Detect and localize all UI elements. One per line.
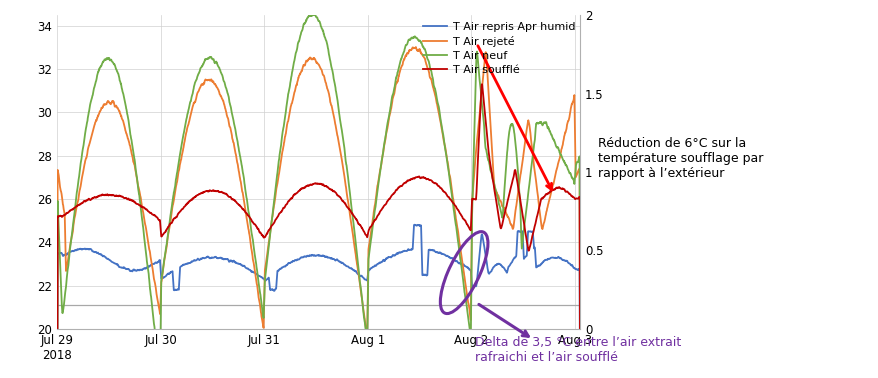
Line: T Air soufflé: T Air soufflé	[57, 84, 579, 378]
T Air repris Apr humid	[409, 222, 420, 227]
T Air neuf	[559, 161, 570, 166]
Text: Réduction de 6°C sur la
température soufflage par
rapport à l’extérieur: Réduction de 6°C sur la température souf…	[597, 137, 762, 180]
T Air repris Apr humid	[306, 253, 316, 257]
T Air repris Apr humid	[464, 267, 474, 272]
T Air neuf	[464, 323, 474, 327]
T Air rejeté	[559, 131, 570, 135]
T Air rejeté	[410, 45, 421, 49]
T Air rejeté	[78, 166, 89, 170]
T Air rejeté	[559, 130, 570, 135]
T Air rejeté	[306, 57, 316, 62]
T Air rejeté	[292, 79, 303, 84]
Text: Delta de 3,5 °C entre l’air extrait
rafraichi et l’air soufflé: Delta de 3,5 °C entre l’air extrait rafr…	[474, 336, 680, 364]
Legend: T Air repris Apr humid, T Air rejeté, T Air neuf, T Air soufflé: T Air repris Apr humid, T Air rejeté, T…	[418, 17, 579, 79]
Line: T Air neuf: T Air neuf	[57, 14, 579, 378]
T Air neuf	[292, 43, 303, 48]
T Air neuf	[559, 161, 570, 165]
T Air repris Apr humid	[559, 259, 570, 263]
T Air neuf	[309, 11, 320, 16]
T Air neuf	[78, 141, 89, 146]
T Air repris Apr humid	[559, 259, 570, 263]
T Air soufflé	[292, 190, 303, 195]
T Air soufflé	[559, 188, 570, 193]
T Air repris Apr humid	[78, 247, 89, 251]
T Air soufflé	[476, 82, 486, 87]
T Air repris Apr humid	[292, 257, 303, 262]
Line: T Air rejeté: T Air rejeté	[57, 47, 579, 378]
Line: T Air repris Apr humid: T Air repris Apr humid	[57, 225, 579, 378]
T Air neuf	[306, 14, 316, 18]
T Air soufflé	[463, 225, 473, 229]
T Air soufflé	[559, 189, 570, 194]
T Air soufflé	[78, 199, 89, 203]
T Air soufflé	[306, 183, 316, 187]
T Air rejeté	[464, 305, 474, 310]
